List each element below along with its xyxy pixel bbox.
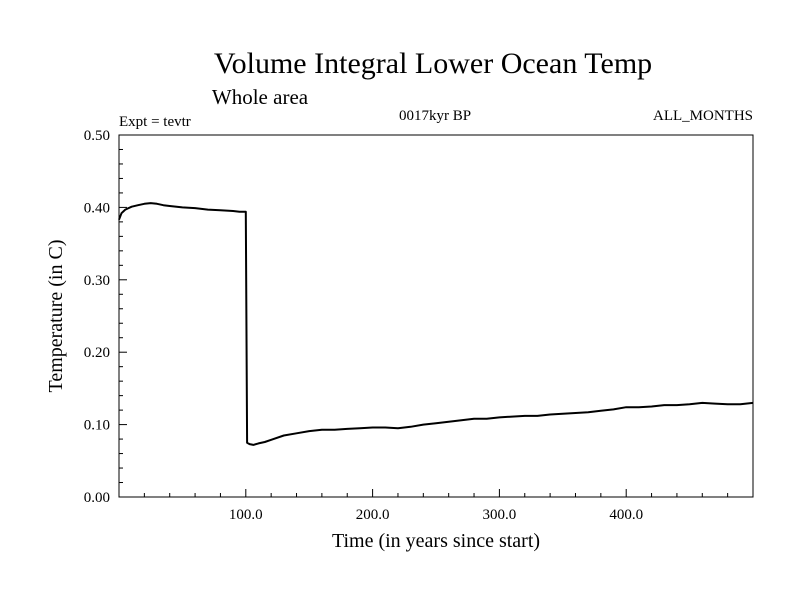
- x-tick-label: 200.0: [356, 507, 390, 523]
- y-tick-label: 0.40: [84, 200, 110, 216]
- y-axis: 0.00 0.10 0.20 0.30 0.40 0.50: [84, 128, 127, 506]
- x-axis-label: Time (in years since start): [332, 530, 540, 552]
- months-annotation: ALL_MONTHS: [653, 108, 753, 124]
- experiment-annotation: Expt = tevtr: [119, 114, 191, 130]
- plot-frame: [118, 134, 754, 498]
- temperature-line: [118, 202, 754, 446]
- y-tick-label: 0.00: [84, 490, 110, 506]
- y-tick-label: 0.50: [84, 128, 110, 144]
- y-axis-label: Temperature (in C): [45, 240, 67, 393]
- x-tick-label: 400.0: [609, 507, 643, 523]
- period-annotation: 0017kyr BP: [399, 108, 471, 124]
- x-axis: 100.0 200.0 300.0 400.0: [143, 489, 729, 523]
- x-tick-label: 300.0: [483, 507, 517, 523]
- y-tick-label: 0.20: [84, 345, 110, 361]
- chart-subtitle: Whole area: [212, 85, 309, 109]
- chart-title: Volume Integral Lower Ocean Temp: [214, 47, 652, 80]
- y-tick-label: 0.10: [84, 418, 110, 434]
- x-tick-label: 100.0: [229, 507, 263, 523]
- y-tick-label: 0.30: [84, 273, 110, 289]
